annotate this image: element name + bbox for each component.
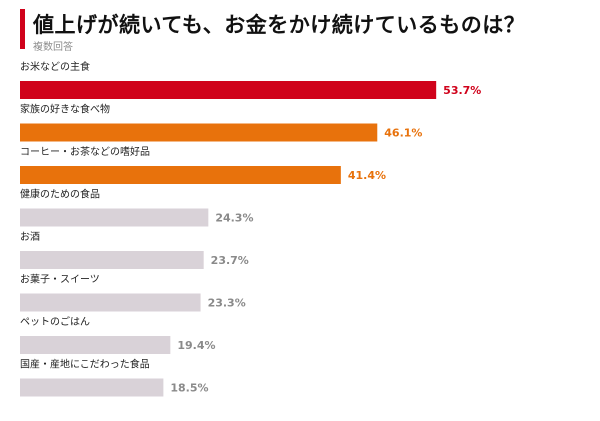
chart-subtitle: 複数回答 xyxy=(33,42,73,53)
value-label: 23.3% xyxy=(208,297,246,310)
value-label: 23.7% xyxy=(211,254,249,267)
bar xyxy=(20,166,341,184)
bar xyxy=(20,208,209,227)
value-label: 24.3% xyxy=(215,212,253,225)
title-accent-bar xyxy=(20,9,25,49)
bar xyxy=(20,251,204,269)
value-label: 46.1% xyxy=(384,127,422,140)
category-label: 健康のための食品 xyxy=(20,188,100,201)
value-label: 53.7% xyxy=(443,84,481,97)
bar xyxy=(20,378,164,397)
category-label: 家族の好きな食べ物 xyxy=(20,103,110,116)
category-label: ペットのごはん xyxy=(20,315,90,328)
category-label: コーヒー・お茶などの嗜好品 xyxy=(20,145,150,158)
value-label: 41.4% xyxy=(348,169,386,182)
value-label: 18.5% xyxy=(170,382,208,395)
category-label: お酒 xyxy=(20,231,40,243)
bar xyxy=(20,123,378,142)
chart-title: 値上げが続いても、お金をかけ続けているものは？ xyxy=(33,13,526,37)
bar xyxy=(20,336,171,354)
category-label: お米などの主食 xyxy=(20,60,90,73)
category-label: お菓子・スイーツ xyxy=(20,274,100,286)
value-label: 19.4% xyxy=(177,339,215,352)
category-label: 国産・産地にこだわった食品 xyxy=(20,358,150,371)
bar xyxy=(20,81,437,99)
bar xyxy=(20,293,201,312)
